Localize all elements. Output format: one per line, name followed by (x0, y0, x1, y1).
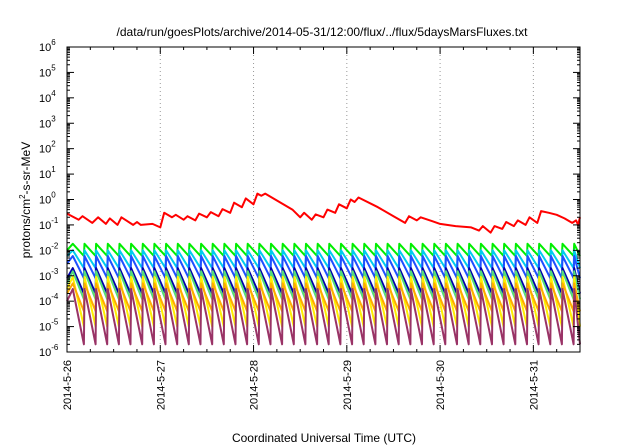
y-tick-label: 10-6 (39, 343, 59, 359)
series-group (66, 192, 581, 346)
x-tick-label: 2014-5-26 (62, 360, 74, 410)
y-axis-label-sup: 2 (18, 194, 27, 199)
chart-title: /data/run/goesPlots/archive/2014-05-31/1… (117, 25, 529, 39)
x-tick-labels: 2014-5-26 2014-5-27 2014-5-28 2014-5-29 2014… (62, 360, 540, 410)
y-tick-label: 103 (39, 114, 56, 130)
y-tick-label: 10-3 (39, 267, 59, 283)
y-axis-label: protons/cm2-s-sr-MeV (18, 142, 33, 258)
x-tick-label: 2014-5-31 (528, 360, 540, 410)
y-tick-labels: 10-6 10-5 10-4 10-3 10-2 10-1 100 101 102 103 104 1… (39, 38, 59, 359)
y-tick-label: 10-2 (39, 241, 59, 257)
x-axis-label: Coordinated Universal Time (UTC) (232, 431, 416, 445)
x-tick-label: 2014-5-28 (249, 360, 261, 410)
y-tick-label: 10-5 (39, 318, 59, 334)
y-tick-label: 104 (39, 89, 56, 105)
y-tick-label: 105 (39, 63, 56, 79)
y-tick-label: 101 (39, 165, 56, 181)
x-tick-label: 2014-5-27 (155, 360, 167, 410)
series-line-1 (66, 192, 581, 234)
x-tick-label: 2014-5-30 (435, 360, 447, 410)
series-line-9 (66, 288, 581, 346)
y-tick-label: 10-4 (39, 292, 59, 308)
series-line-2 (66, 242, 581, 257)
y-axis-label-suffix: -s-sr-MeV (19, 142, 33, 195)
y-axis-label-prefix: protons/cm (19, 199, 33, 258)
y-tick-label: 10-1 (39, 216, 59, 232)
y-tick-label: 100 (39, 191, 56, 207)
axis-ticks (66, 46, 580, 353)
x-tick-label: 2014-5-29 (342, 360, 354, 410)
y-tick-label: 106 (39, 38, 56, 54)
y-tick-label: 102 (39, 140, 56, 156)
